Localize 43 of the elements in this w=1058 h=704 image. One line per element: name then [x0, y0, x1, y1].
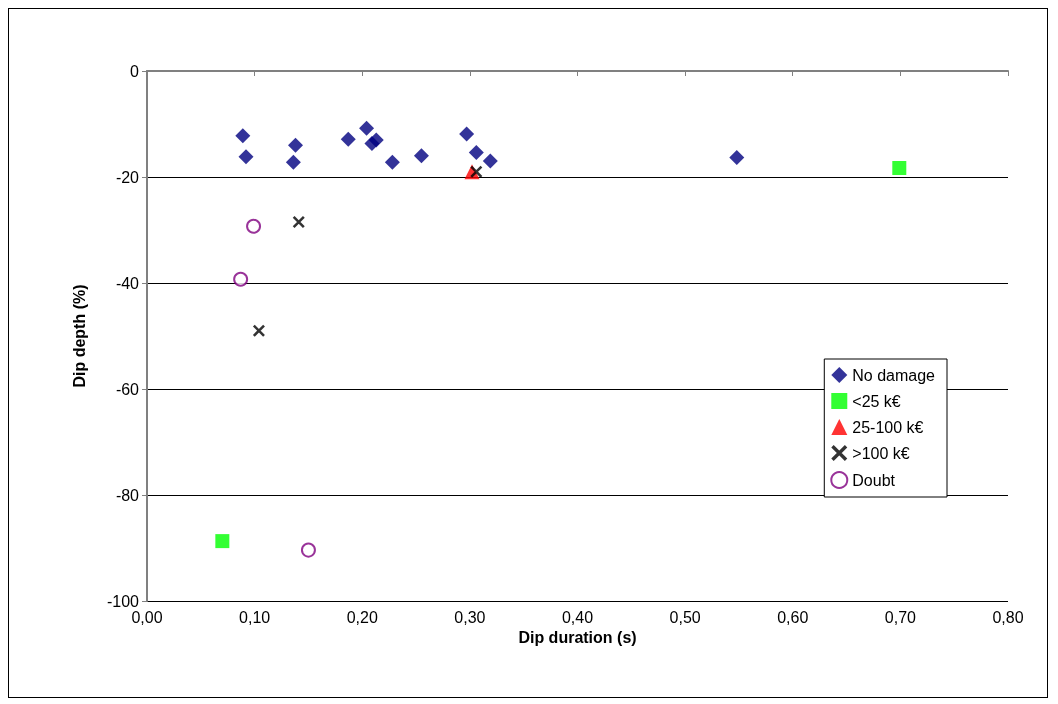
y-tick-label: 0: [130, 62, 140, 80]
point: [235, 128, 251, 144]
point: [288, 137, 304, 153]
x-tick-label: 0,30: [454, 608, 486, 626]
point: [233, 271, 249, 287]
point: [238, 149, 254, 165]
y-tick-label: -40: [115, 274, 140, 292]
x-tick-label: 0,60: [777, 608, 809, 626]
point: [413, 148, 429, 164]
point: [468, 145, 484, 161]
point: [892, 160, 907, 175]
point: [482, 153, 498, 169]
legend-label: <25 k€: [852, 392, 901, 410]
x-tick-label: 0,00: [131, 608, 163, 626]
y-axis-title: Dip depth (%): [70, 284, 88, 388]
legend-label: 25-100 k€: [852, 418, 924, 436]
y-tick-label: -80: [115, 486, 140, 504]
point: [285, 154, 301, 170]
point: [252, 324, 265, 337]
legend-label: No damage: [852, 366, 936, 384]
point: [246, 218, 262, 234]
y-tick-label: -100: [106, 592, 140, 610]
point: [215, 534, 230, 549]
point: [340, 131, 356, 147]
point: [368, 132, 384, 148]
point: [459, 126, 475, 142]
point: [729, 149, 745, 165]
point: [359, 120, 375, 136]
x-axis-title: Dip duration (s): [518, 629, 637, 647]
legend-label: Doubt: [852, 471, 896, 489]
point: [300, 542, 316, 558]
x-tick-label: 0,80: [992, 608, 1024, 626]
point: [470, 165, 483, 178]
x-tick-label: 0,50: [669, 608, 701, 626]
x-tick-label: 0,70: [884, 608, 917, 626]
point: [384, 154, 400, 170]
legend-label: >100 k€: [852, 444, 910, 462]
x-tick-label: 0,40: [561, 608, 594, 626]
y-tick-label: -60: [115, 380, 140, 398]
y-tick-label: -20: [115, 168, 140, 186]
x-tick-label: 0,20: [346, 608, 378, 626]
x-tick-label: 0,10: [239, 608, 271, 626]
point: [292, 216, 305, 229]
